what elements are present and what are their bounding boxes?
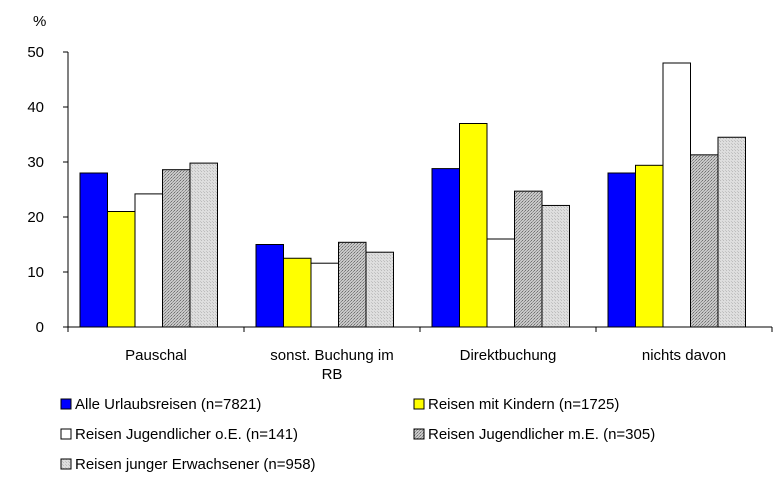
bars [79, 62, 746, 328]
legend-swatch [60, 398, 72, 410]
category-label: Direktbuchung [460, 347, 557, 364]
legend-swatch [413, 398, 425, 410]
legend-swatch [60, 428, 72, 440]
bar [431, 168, 460, 328]
legend-label: Reisen Jugendlicher m.E. (n=305) [428, 426, 655, 443]
legend-label: Reisen Jugendlicher o.E. (n=141) [75, 426, 298, 443]
bar [79, 172, 108, 328]
legend-label: Reisen junger Erwachsener (n=958) [75, 456, 316, 473]
bar [162, 169, 191, 328]
category-labels: Pauschal sonst. Buchung im RB Direktbuchung… [125, 347, 726, 383]
bar [134, 193, 163, 328]
legend-swatch [60, 458, 72, 470]
bar [107, 211, 136, 328]
y-axis-unit-label: % [33, 13, 46, 30]
bar [635, 164, 664, 328]
y-tick-label: 20 [27, 209, 44, 226]
category-label: Pauschal [125, 347, 187, 364]
y-tick-label: 10 [27, 264, 44, 281]
bar [607, 172, 636, 328]
legend: Alle Urlaubsreisen (n=7821) Reisen mit Ki… [60, 396, 655, 473]
bar [310, 262, 339, 328]
category-label: RB [322, 366, 343, 383]
bar [486, 238, 515, 328]
y-tick-label: 50 [27, 44, 44, 61]
category-label: nichts davon [642, 347, 726, 364]
bar [283, 257, 312, 328]
bar [365, 251, 394, 328]
bar [717, 136, 746, 328]
y-tick-label: 30 [27, 154, 44, 171]
bar [690, 154, 719, 328]
legend-label: Reisen mit Kindern (n=1725) [428, 396, 619, 413]
legend-swatch [413, 428, 425, 440]
bar [541, 204, 570, 328]
bar [255, 244, 284, 328]
y-tick-label: 40 [27, 99, 44, 116]
bar [662, 62, 691, 328]
legend-label: Alle Urlaubsreisen (n=7821) [75, 396, 261, 413]
bar [189, 162, 218, 328]
bar [459, 123, 488, 328]
category-label: sonst. Buchung im [270, 347, 393, 364]
bar [514, 190, 543, 328]
bar [338, 241, 367, 328]
y-tick-label: 0 [36, 319, 44, 336]
